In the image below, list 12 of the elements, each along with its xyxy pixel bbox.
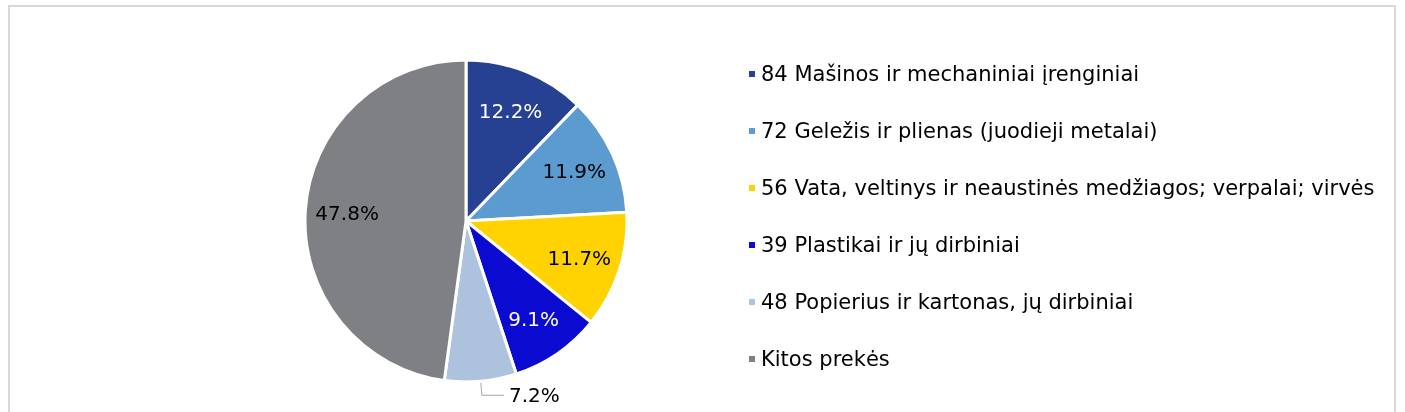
legend-label: 56 Vata, veltinys ir neaustinės medžiagos; verpalai; virvės bbox=[761, 176, 1375, 200]
data-label: 11.9% bbox=[542, 159, 607, 184]
legend-label: 72 Geležis ir plienas (juodieji metalai) bbox=[761, 119, 1158, 143]
legend-label: 84 Mašinos ir mechaniniai įrenginiai bbox=[761, 62, 1140, 86]
data-label: 47.8% bbox=[315, 200, 379, 225]
data-label: 7.2% bbox=[508, 383, 560, 408]
legend-label: Kitos prekės bbox=[761, 347, 890, 371]
legend-label: 48 Popierius ir kartonas, jų dirbiniai bbox=[761, 290, 1134, 314]
data-label: 12.2% bbox=[478, 98, 543, 123]
data-label: 9.1% bbox=[508, 307, 560, 332]
legend-label: 39 Plastikai ir jų dirbiniai bbox=[761, 233, 1020, 257]
data-label: 11.7% bbox=[547, 245, 612, 270]
